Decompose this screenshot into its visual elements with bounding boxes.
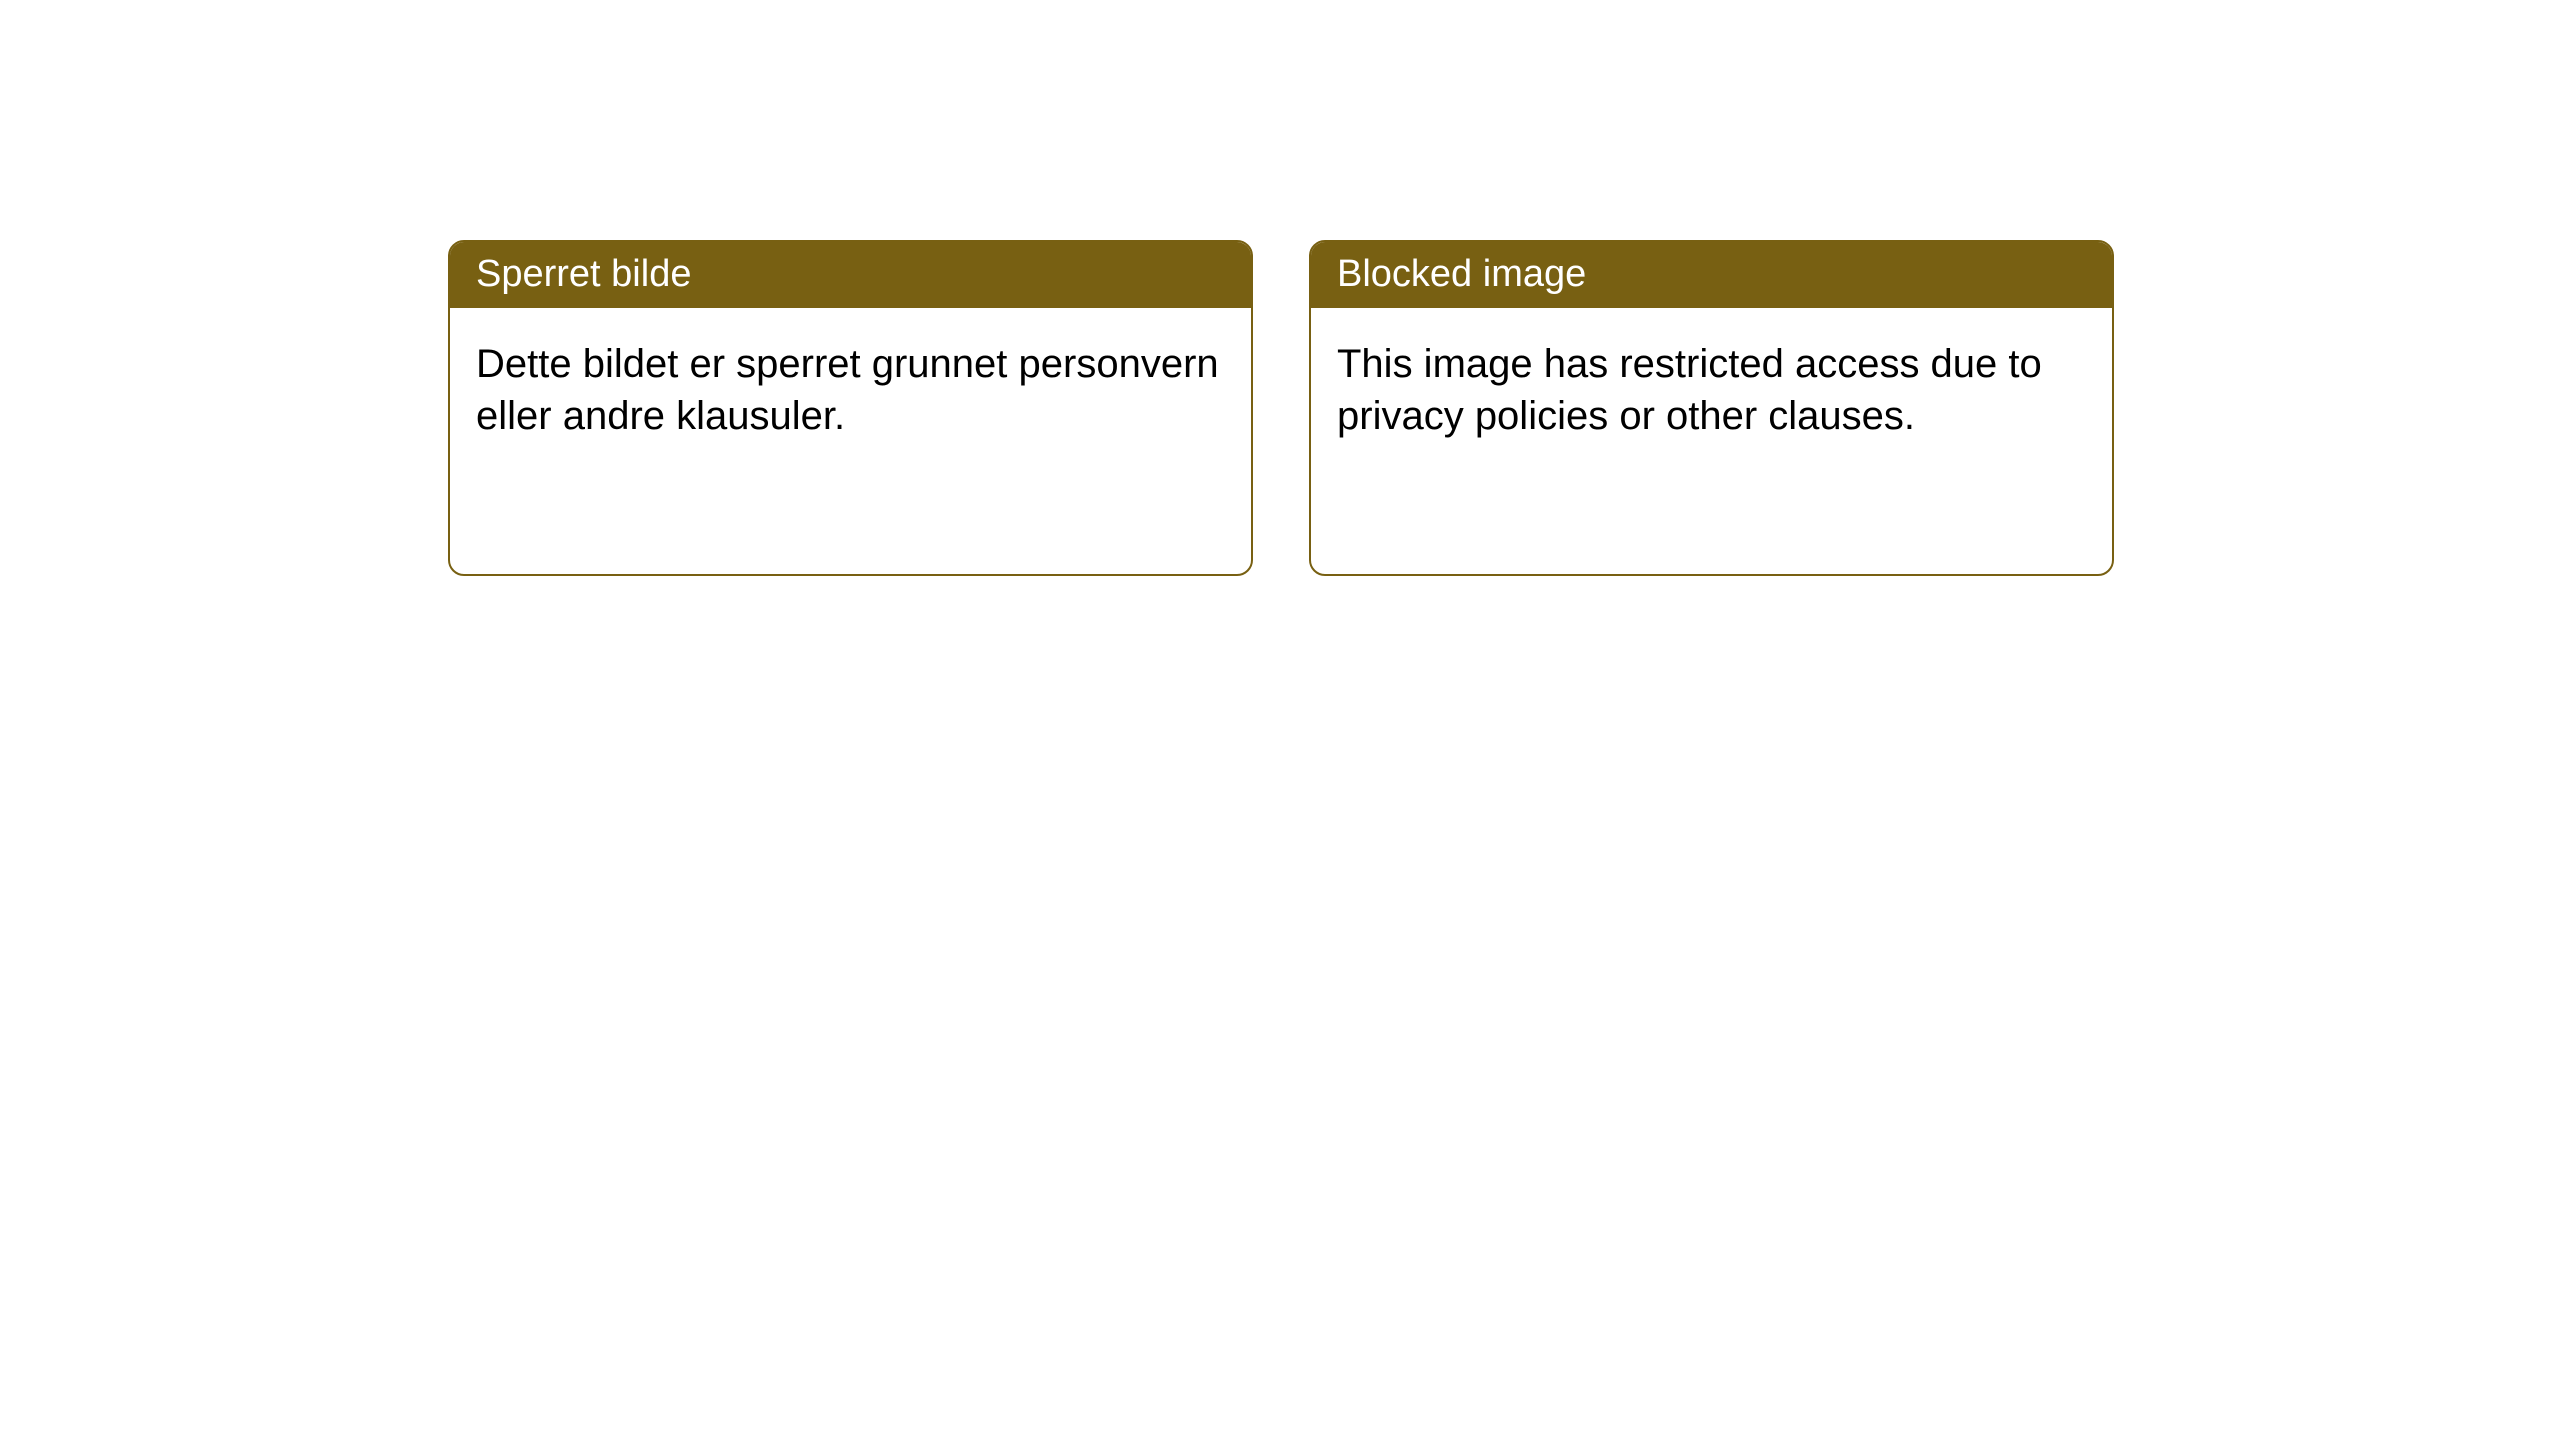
notice-text-norwegian: Dette bildet er sperret grunnet personve… (476, 342, 1219, 438)
notice-body-english: This image has restricted access due to … (1311, 308, 2112, 472)
notice-text-english: This image has restricted access due to … (1337, 342, 2042, 438)
notice-body-norwegian: Dette bildet er sperret grunnet personve… (450, 308, 1251, 472)
notice-card-english: Blocked image This image has restricted … (1309, 240, 2114, 576)
notices-container: Sperret bilde Dette bildet er sperret gr… (448, 240, 2114, 576)
notice-header-norwegian: Sperret bilde (450, 242, 1251, 308)
notice-card-norwegian: Sperret bilde Dette bildet er sperret gr… (448, 240, 1253, 576)
notice-title-norwegian: Sperret bilde (476, 253, 691, 295)
notice-header-english: Blocked image (1311, 242, 2112, 308)
notice-title-english: Blocked image (1337, 253, 1586, 295)
